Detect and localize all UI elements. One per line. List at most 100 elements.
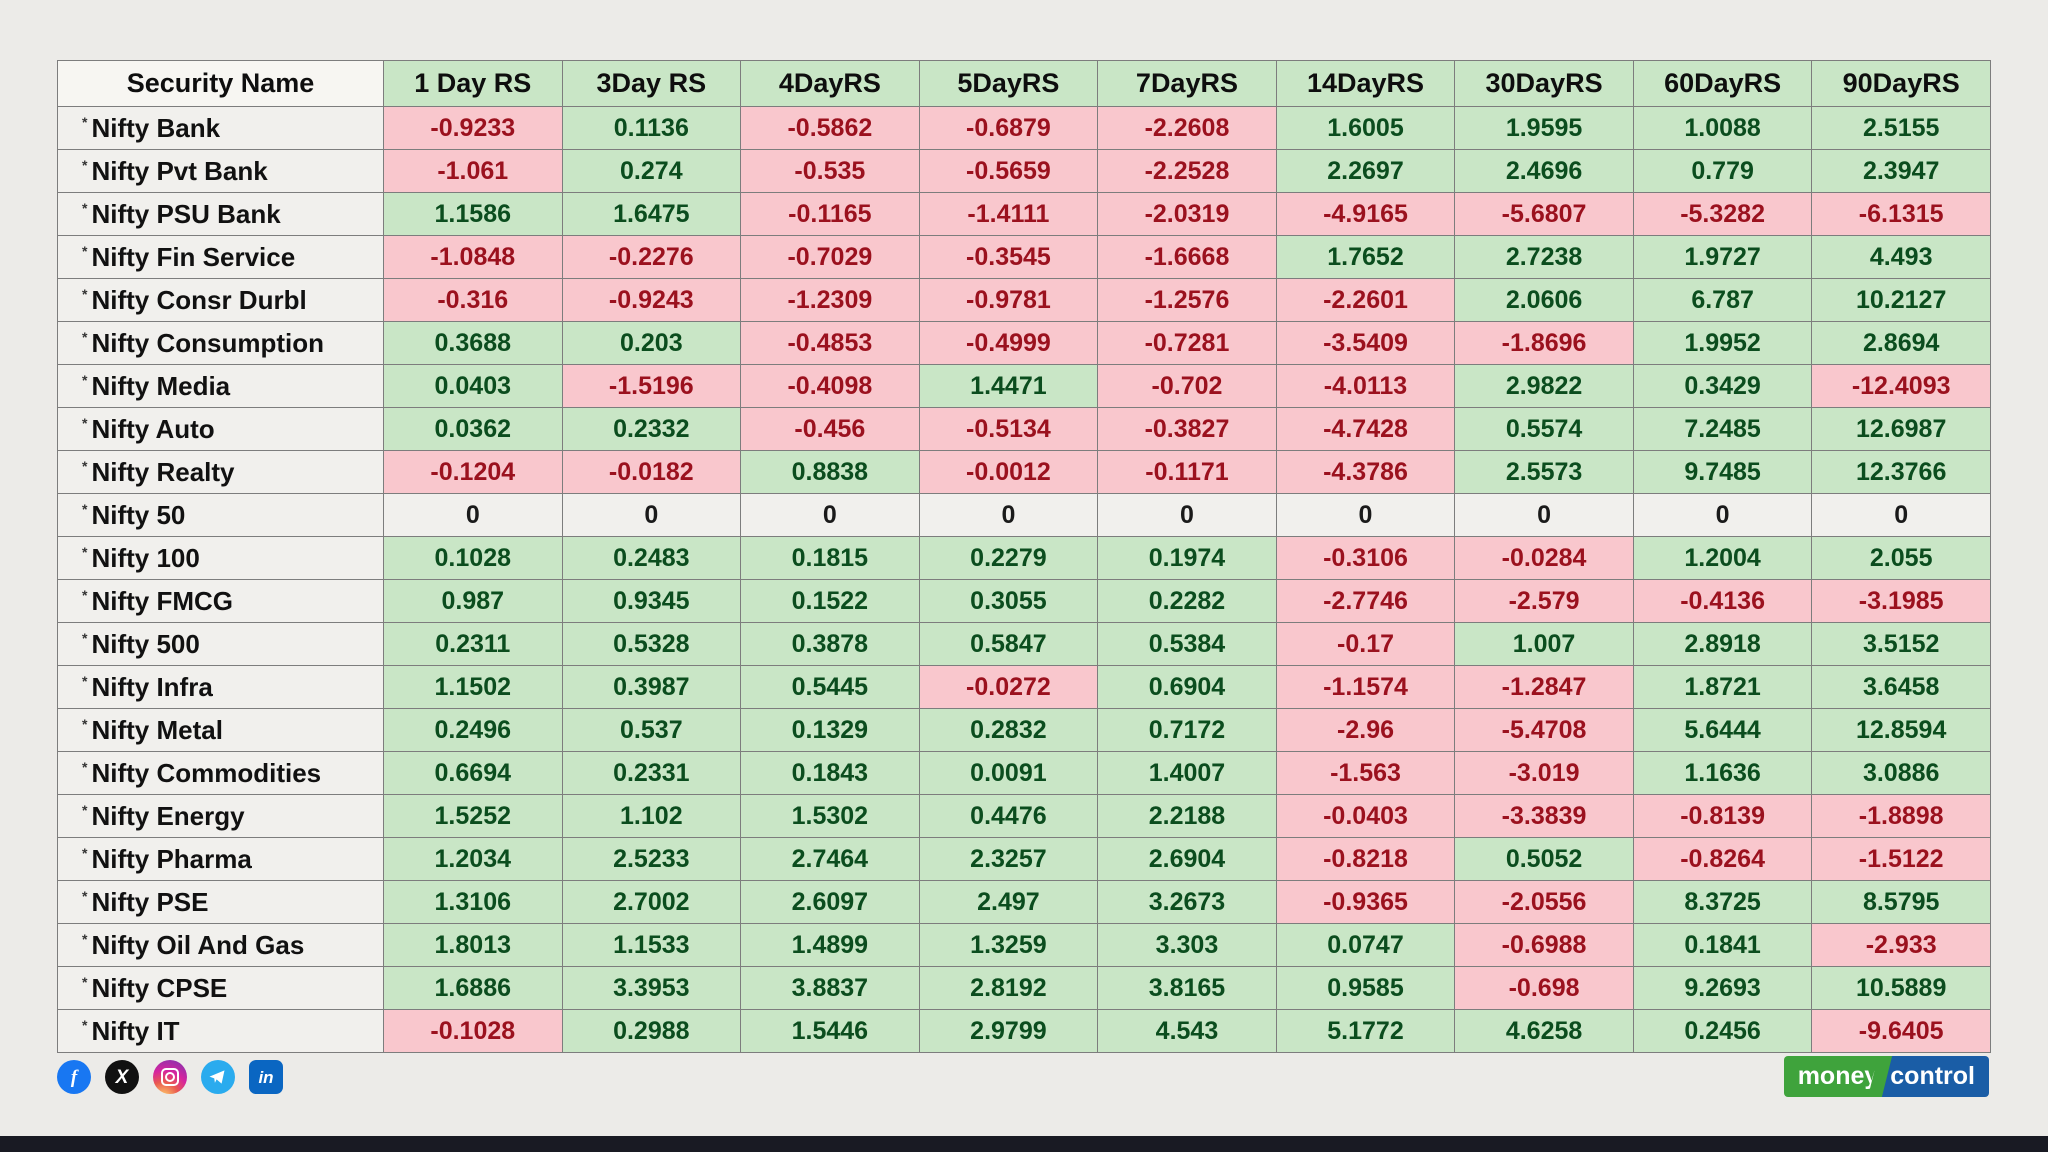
- rs-value-cell: 0.2279: [918, 536, 1099, 580]
- security-name-cell: * Nifty Energy: [57, 794, 384, 838]
- rs-value-cell: 3.8837: [740, 966, 920, 1010]
- rs-value-cell: 2.5573: [1454, 450, 1634, 494]
- rs-value-cell: 0.3429: [1632, 364, 1813, 408]
- rs-value-cell: 2.8918: [1632, 622, 1813, 666]
- rs-value-cell: -5.6807: [1454, 192, 1634, 236]
- rs-value-cell: 1.2034: [383, 837, 563, 881]
- rs-value-cell: 1.6475: [561, 192, 742, 236]
- instagram-icon[interactable]: [153, 1060, 187, 1094]
- security-name-cell: * Nifty IT: [57, 1009, 384, 1053]
- rs-value-cell: -1.8898: [1811, 794, 1991, 838]
- x-glyph: X: [115, 1066, 129, 1088]
- rs-value-cell: 0.5052: [1454, 837, 1634, 881]
- table-row: * Nifty CPSE 1.6886 3.3953 3.8837 2.8192 3.816…: [57, 966, 1991, 1010]
- footnote-marker: *: [82, 543, 88, 560]
- rs-value-cell: -0.0403: [1275, 794, 1456, 838]
- rs-value-cell: 0.5384: [1097, 622, 1277, 666]
- security-name-cell: * Nifty 100: [57, 536, 384, 580]
- security-name-cell: * Nifty Consr Durbl: [57, 278, 384, 322]
- column-header: 60DayRS: [1632, 60, 1813, 107]
- rs-value-cell: 0.3987: [561, 665, 742, 709]
- rs-value-cell: 0: [1275, 493, 1456, 537]
- rs-value-cell: -1.4111: [918, 192, 1099, 236]
- rs-value-cell: -2.2601: [1275, 278, 1456, 322]
- rs-value-cell: 0.9345: [561, 579, 742, 623]
- footnote-marker: *: [82, 328, 88, 345]
- rs-value-cell: -0.7029: [740, 235, 920, 279]
- rs-value-cell: 1.6005: [1275, 106, 1456, 150]
- table-row: * Nifty Infra 1.1502 0.3987 0.5445 -0.0272 0.6…: [57, 665, 1991, 709]
- rs-value-cell: 9.7485: [1632, 450, 1813, 494]
- rs-value-cell: -1.6668: [1097, 235, 1277, 279]
- rs-value-cell: -1.1574: [1275, 665, 1456, 709]
- rs-value-cell: 0.3055: [918, 579, 1099, 623]
- rs-value-cell: -0.316: [383, 278, 563, 322]
- linkedin-icon[interactable]: in: [249, 1060, 283, 1094]
- rs-value-cell: -0.8264: [1632, 837, 1813, 881]
- rs-value-cell: 0.1522: [740, 579, 920, 623]
- x-twitter-icon[interactable]: X: [105, 1060, 139, 1094]
- footnote-marker: *: [82, 973, 88, 990]
- rs-value-cell: 1.102: [561, 794, 742, 838]
- rs-value-cell: 12.8594: [1811, 708, 1991, 752]
- rs-value-cell: 0.203: [561, 321, 742, 365]
- rs-value-cell: 1.8013: [383, 923, 563, 967]
- linkedin-glyph: in: [258, 1067, 274, 1087]
- rs-value-cell: 0.1329: [740, 708, 920, 752]
- footnote-marker: *: [82, 715, 88, 732]
- table-row: * Nifty 500 0.2311 0.5328 0.3878 0.5847 0.5384…: [57, 622, 1991, 666]
- rs-value-cell: 0.0091: [918, 751, 1099, 795]
- rs-value-cell: 1.3259: [918, 923, 1099, 967]
- rs-value-cell: 1.1533: [561, 923, 742, 967]
- rs-value-cell: 1.5302: [740, 794, 920, 838]
- rs-value-cell: 0.2282: [1097, 579, 1277, 623]
- rs-value-cell: 2.4696: [1454, 149, 1634, 193]
- rs-value-cell: 0.537: [561, 708, 742, 752]
- rs-value-cell: -1.0848: [383, 235, 563, 279]
- rs-value-cell: -3.019: [1454, 751, 1634, 795]
- rs-value-cell: 0.5574: [1454, 407, 1634, 451]
- security-name-cell: * Nifty Commodities: [57, 751, 384, 795]
- rs-value-cell: 1.4007: [1097, 751, 1277, 795]
- rs-value-cell: 4.6258: [1454, 1009, 1634, 1053]
- column-header: 90DayRS: [1811, 60, 1991, 107]
- rs-value-cell: 0.0403: [383, 364, 563, 408]
- rs-value-cell: 1.007: [1454, 622, 1634, 666]
- rs-value-cell: -1.5196: [561, 364, 742, 408]
- rs-value-cell: 0.2311: [383, 622, 563, 666]
- rs-value-cell: 0: [1097, 493, 1277, 537]
- logo-control-part: control: [1880, 1056, 1989, 1097]
- rs-value-cell: -3.5409: [1275, 321, 1456, 365]
- rs-value-cell: -0.5659: [918, 149, 1099, 193]
- rs-value-cell: 2.2697: [1275, 149, 1456, 193]
- rs-value-cell: -0.4999: [918, 321, 1099, 365]
- table-row: * Nifty FMCG 0.987 0.9345 0.1522 0.3055 0.2282…: [57, 579, 1991, 623]
- rs-value-cell: 0: [561, 493, 742, 537]
- table-row: * Nifty Metal 0.2496 0.537 0.1329 0.2832 0.717…: [57, 708, 1991, 752]
- rs-value-cell: -5.3282: [1632, 192, 1813, 236]
- rs-value-cell: 0: [918, 493, 1099, 537]
- table-header: Security Name 1 Day RS 3Day RS 4DayRS 5DayRS…: [57, 60, 1991, 107]
- rs-value-cell: 5.6444: [1632, 708, 1813, 752]
- security-name-cell: * Nifty Media: [57, 364, 384, 408]
- facebook-icon[interactable]: f: [57, 1060, 91, 1094]
- footnote-marker: *: [82, 629, 88, 646]
- column-header-security-name: Security Name: [57, 60, 384, 107]
- rs-value-cell: 3.0886: [1811, 751, 1991, 795]
- security-name-cell: * Nifty Realty: [57, 450, 384, 494]
- rs-value-cell: 0.3688: [383, 321, 563, 365]
- rs-value-cell: 4.543: [1097, 1009, 1277, 1053]
- rs-value-cell: 1.9952: [1632, 321, 1813, 365]
- rs-value-cell: 1.6886: [383, 966, 563, 1010]
- table-row: * Nifty IT -0.1028 0.2988 1.5446 2.9799 4.543 5…: [57, 1009, 1991, 1053]
- rs-value-cell: 0.2496: [383, 708, 563, 752]
- rs-value-cell: 2.3257: [918, 837, 1099, 881]
- rs-value-cell: 0: [1454, 493, 1634, 537]
- table-row: * Nifty 100 0.1028 0.2483 0.1815 0.2279 0.1974…: [57, 536, 1991, 580]
- moneycontrol-logo: money control: [1783, 1056, 1989, 1097]
- telegram-icon[interactable]: [201, 1060, 235, 1094]
- rs-value-cell: 10.5889: [1811, 966, 1991, 1010]
- rs-value-cell: -0.0012: [918, 450, 1099, 494]
- rs-value-cell: -6.1315: [1811, 192, 1991, 236]
- security-name-cell: * Nifty 50: [57, 493, 384, 537]
